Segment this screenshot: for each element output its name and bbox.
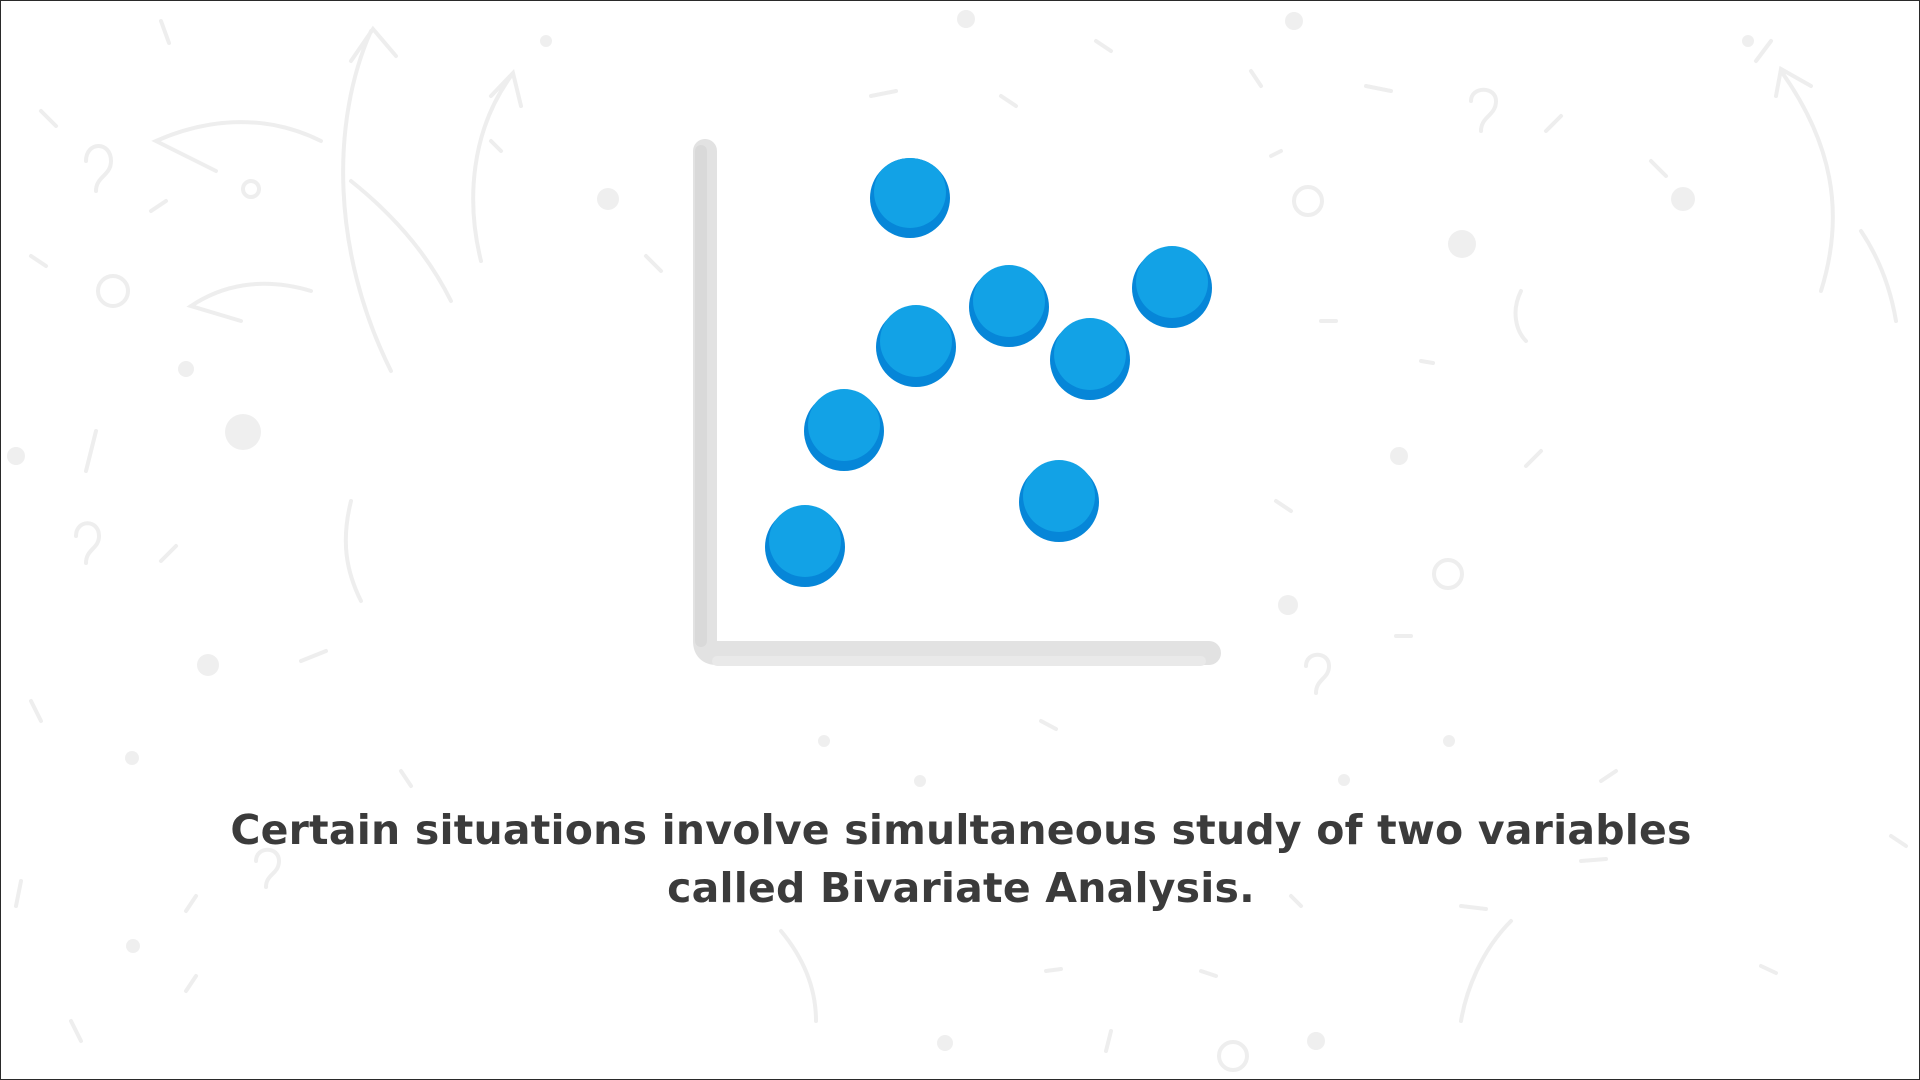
doodle-dash-30	[69, 1019, 83, 1043]
doodle-arrow-left-1	[151, 120, 323, 173]
doodle-dot-5	[1671, 187, 1695, 211]
doodle-dash-36	[1759, 964, 1778, 975]
caption-line-2: called Bivariate Analysis.	[667, 864, 1255, 912]
doodle-curve-6	[779, 929, 818, 1023]
doodle-dash-33	[184, 974, 198, 993]
doodle-dash-32	[14, 879, 23, 908]
doodle-dot-9	[178, 361, 194, 377]
doodle-question-2	[74, 521, 102, 565]
doodle-dash-34	[399, 769, 413, 788]
doodle-curve-1	[349, 179, 453, 303]
doodle-dash-9	[869, 89, 898, 98]
doodle-ring-2	[1292, 185, 1324, 217]
doodle-dot-2	[597, 188, 619, 210]
doodle-dot-3	[957, 10, 975, 28]
doodle-dash-22	[1039, 719, 1058, 731]
doodle-dot-8	[1278, 595, 1298, 615]
caption-text: Certain situations involve simultaneous …	[1, 801, 1919, 917]
doodle-dot-7	[1390, 447, 1408, 465]
doodle-arrow-left-2	[186, 281, 313, 323]
doodle-dash-39	[1269, 149, 1283, 158]
plot-dot	[1132, 246, 1212, 328]
doodle-dot-16	[1338, 774, 1350, 786]
plot-dot	[870, 158, 950, 238]
doodle-dash-1	[39, 109, 58, 128]
doodle-dash-8	[29, 699, 43, 723]
plot-dot	[765, 505, 845, 587]
doodle-dash-12	[1249, 69, 1263, 88]
doodle-dash-5	[84, 429, 98, 473]
doodle-dash-19	[1524, 449, 1543, 468]
doodle-dash-38	[489, 139, 503, 153]
doodle-dash-26	[1289, 894, 1303, 908]
doodle-question-5	[254, 847, 282, 889]
caption-line-1: Certain situations involve simultaneous …	[230, 806, 1692, 854]
doodle-ring-1	[96, 274, 130, 308]
doodle-ring-4	[241, 179, 261, 199]
doodle-ring-3	[1432, 558, 1464, 590]
doodle-dash-31	[184, 894, 198, 913]
doodle-dash-18	[1419, 359, 1435, 365]
doodle-dash-23	[1599, 769, 1618, 783]
doodle-dash-2	[159, 19, 171, 45]
doodle-curve-5	[1459, 919, 1513, 1023]
doodle-dot-21	[540, 35, 552, 47]
doodle-dot-20	[1742, 35, 1754, 47]
doodle-dash-11	[1094, 39, 1113, 53]
doodle-dash-37	[644, 254, 663, 273]
doodle-question-3	[1469, 87, 1499, 133]
doodle-dash-10	[999, 94, 1018, 108]
doodle-dash-4	[29, 254, 48, 268]
doodle-dash-35	[1889, 834, 1908, 848]
doodle-arrow-up-1	[341, 25, 398, 373]
doodle-arrow-up-2	[471, 68, 523, 263]
doodle-ring-5	[1217, 1040, 1249, 1072]
doodle-dash-16	[1649, 159, 1668, 178]
doodle-dot-4	[1285, 12, 1303, 30]
doodle-dot-11	[197, 654, 219, 676]
doodle-dot-12	[125, 751, 139, 765]
doodle-dot-18	[937, 1035, 953, 1051]
doodle-dash-15	[1754, 39, 1773, 63]
doodle-dash-6	[159, 544, 178, 563]
doodle-dot-14	[818, 735, 830, 747]
doodle-dot-10	[7, 447, 25, 465]
doodle-dash-20	[1274, 499, 1293, 513]
doodle-dash-25	[1459, 904, 1488, 911]
doodle-dash-13	[1364, 84, 1393, 93]
doodle-dash-27	[1199, 969, 1218, 978]
plot-dot	[1019, 460, 1099, 542]
doodle-dot-15	[914, 775, 926, 787]
doodle-dot-19	[1307, 1032, 1325, 1050]
doodle-dash-28	[1044, 967, 1063, 973]
doodle-dot-1	[225, 414, 261, 450]
doodle-dash-24	[1579, 857, 1608, 863]
doodle-question-1	[84, 144, 114, 193]
doodle-question-4	[1304, 652, 1332, 695]
doodle-dash-29	[1104, 1029, 1113, 1053]
doodle-dash-14	[1544, 114, 1563, 133]
plot-dot	[969, 265, 1049, 347]
doodle-arrow-right-1	[1774, 65, 1835, 293]
doodle-dash-7	[299, 649, 328, 663]
doodle-dash-3	[149, 199, 168, 213]
doodle-dot-6	[1448, 230, 1476, 258]
doodle-dot-13	[126, 939, 140, 953]
doodle-curve-2	[343, 499, 363, 603]
doodle-dot-17	[1443, 735, 1455, 747]
doodle-curve-4	[1513, 289, 1528, 343]
plot-dot	[1050, 318, 1130, 400]
doodle-curve-3	[1859, 229, 1898, 323]
plot-dot	[804, 389, 884, 471]
plot-dot	[876, 305, 956, 387]
